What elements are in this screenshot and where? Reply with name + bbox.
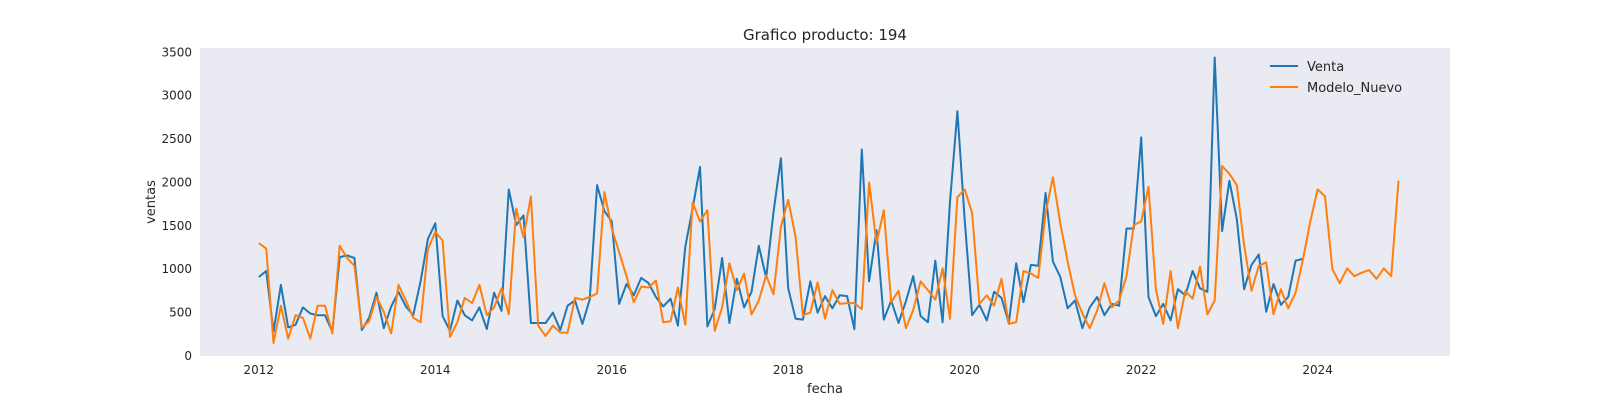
- y-tick-label: 3000: [161, 89, 192, 103]
- legend: Venta Modelo_Nuevo: [1270, 60, 1402, 96]
- y-tick-label: 2000: [161, 176, 192, 190]
- x-tick-label: 2014: [420, 363, 451, 377]
- x-tick-label: 2020: [949, 363, 980, 377]
- legend-label-modelo-nuevo: Modelo_Nuevo: [1307, 81, 1402, 96]
- legend-label-venta: Venta: [1307, 60, 1344, 75]
- x-tick-label: 2024: [1302, 363, 1333, 377]
- x-tick-label: 2012: [244, 363, 275, 377]
- x-axis-ticks: 2012 2014 2016 2018 2020 2022 2024: [244, 363, 1333, 377]
- y-tick-label: 500: [169, 306, 192, 320]
- series-line-modelo-nuevo: [258, 165, 1400, 344]
- series-line-venta: [258, 56, 1304, 333]
- chart-title: Grafico producto: 194: [743, 26, 907, 44]
- y-tick-label: 0: [184, 349, 192, 363]
- y-tick-label: 1500: [161, 219, 192, 233]
- x-tick-label: 2016: [597, 363, 628, 377]
- y-tick-label: 3500: [161, 45, 192, 59]
- x-tick-label: 2022: [1126, 363, 1157, 377]
- plot-area: [200, 48, 1450, 356]
- x-axis-label: fecha: [807, 382, 843, 397]
- series-lines: [258, 56, 1400, 344]
- y-axis-ticks: 0 500 1000 1500 2000 2500 3000 3500: [161, 45, 192, 363]
- y-tick-label: 2500: [161, 132, 192, 146]
- y-tick-label: 1000: [161, 262, 192, 276]
- y-axis-label: ventas: [144, 180, 159, 224]
- x-tick-label: 2018: [773, 363, 804, 377]
